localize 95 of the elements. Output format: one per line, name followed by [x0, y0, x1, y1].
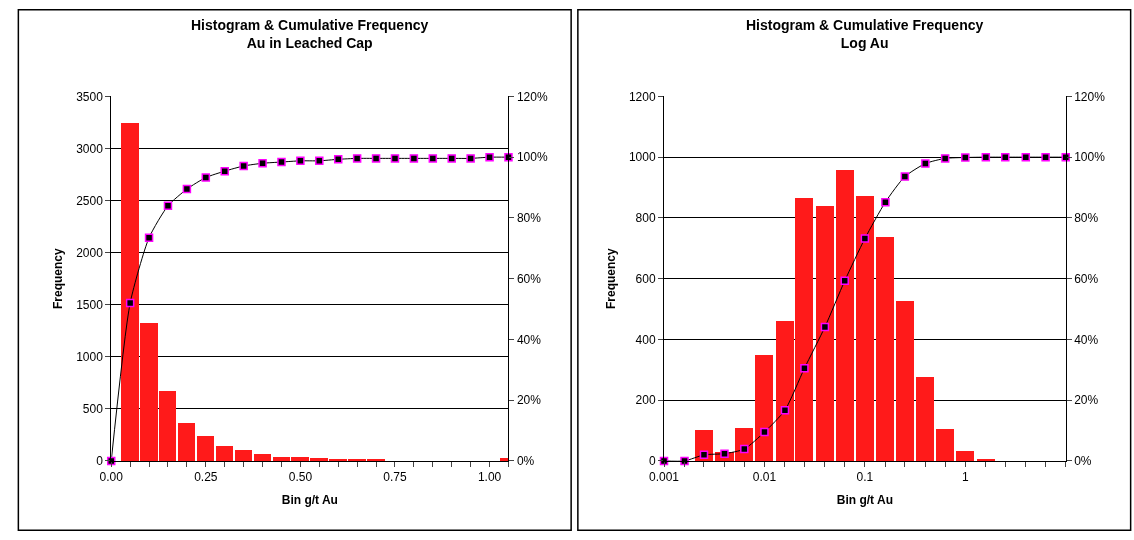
bar [755, 355, 774, 461]
x-axis-title: Bin g/t Au [281, 493, 338, 508]
bar [216, 446, 234, 461]
point [201, 173, 211, 182]
bar [836, 170, 855, 461]
y-tick-label: 1000 [76, 349, 104, 364]
y-axis-title: Frequency [51, 248, 66, 310]
point [315, 156, 324, 166]
y-tick-label: 1500 [76, 297, 104, 312]
x-tick-label: 0.01 [752, 470, 777, 485]
y-tick-label: 3000 [76, 141, 104, 156]
bar [896, 301, 915, 461]
x-tick-label: 0.1 [856, 470, 874, 485]
x-tick-label: 0.50 [288, 470, 313, 485]
x-tick-label: 0.25 [194, 470, 218, 485]
y-tick-label: 0 [96, 454, 104, 469]
point [333, 155, 343, 164]
point [371, 154, 381, 163]
point [881, 197, 890, 207]
y2-tick-label: 60% [1074, 271, 1099, 286]
point [125, 298, 135, 308]
point [409, 154, 419, 163]
y2-tick-label: 80% [1074, 211, 1099, 226]
point [390, 154, 400, 163]
y-tick-label: 1200 [628, 89, 656, 104]
point [760, 427, 769, 437]
y2-tick-label: 40% [516, 332, 542, 347]
point [163, 201, 173, 211]
point [900, 172, 910, 181]
point [258, 159, 267, 168]
x-axis-title: Bin g/t Au [836, 493, 893, 508]
x-tick-label: 1.00 [477, 470, 502, 485]
y-tick-label: 1000 [628, 150, 656, 165]
x-tick-label: 1 [961, 470, 969, 485]
y2-tick-label: 0% [1074, 454, 1092, 469]
y-tick-label: 200 [635, 393, 656, 408]
bar [856, 196, 875, 461]
point [447, 154, 456, 163]
y2-tick-label: 80% [516, 211, 542, 226]
point [961, 153, 970, 162]
y2-tick-label: 20% [1074, 393, 1099, 408]
point [1041, 152, 1050, 162]
point [485, 152, 494, 162]
y-axis-title: Frequency [604, 248, 619, 310]
y2-tick-label: 20% [516, 393, 542, 408]
y-tick-label: 600 [635, 271, 656, 286]
bar [197, 436, 215, 461]
point [820, 322, 830, 332]
point [860, 234, 870, 243]
point [1021, 152, 1031, 162]
x-tick-label: 0.00 [99, 470, 124, 485]
point [466, 154, 475, 163]
point [840, 276, 849, 286]
y2-tick-label: 60% [516, 271, 542, 286]
y-tick-label: 400 [635, 332, 656, 347]
bar [816, 206, 835, 461]
point [921, 159, 930, 168]
y-tick-label: 2000 [76, 245, 104, 260]
point [800, 364, 809, 373]
point [720, 449, 729, 458]
bar [956, 451, 975, 461]
point [220, 166, 229, 176]
point [144, 233, 154, 242]
y-tick-label: 2500 [76, 193, 104, 208]
point [277, 157, 286, 167]
bar [916, 377, 935, 461]
point [352, 154, 362, 163]
y2-tick-label: 120% [1074, 89, 1106, 104]
chart-title: Histogram & Cumulative Frequency Au in Leached Cap [191, 17, 429, 52]
point [940, 154, 950, 163]
point [981, 152, 991, 162]
point [780, 405, 790, 415]
y-tick-label: 0 [648, 454, 656, 469]
point [296, 156, 305, 166]
y-tick-label: 3500 [76, 89, 104, 104]
y-tick-label: 500 [82, 402, 104, 417]
point [428, 154, 438, 163]
point [1001, 152, 1010, 162]
y2-tick-label: 0% [516, 454, 535, 469]
bar [235, 450, 253, 461]
x-tick-label: 0.75 [383, 470, 407, 485]
bar [936, 429, 955, 461]
y2-tick-label: 120% [516, 89, 548, 104]
chart-title: Histogram & Cumulative Frequency Log Au [746, 17, 984, 52]
bar [178, 423, 196, 461]
point [239, 161, 248, 171]
point [182, 184, 192, 194]
y2-tick-label: 100% [516, 150, 548, 165]
point [699, 450, 709, 460]
bar [254, 454, 272, 461]
y2-tick-label: 40% [1074, 332, 1099, 347]
y2-tick-label: 100% [1074, 150, 1106, 165]
y-tick-label: 800 [635, 211, 656, 226]
bar [876, 237, 895, 461]
x-tick-label: 0.001 [649, 470, 680, 485]
